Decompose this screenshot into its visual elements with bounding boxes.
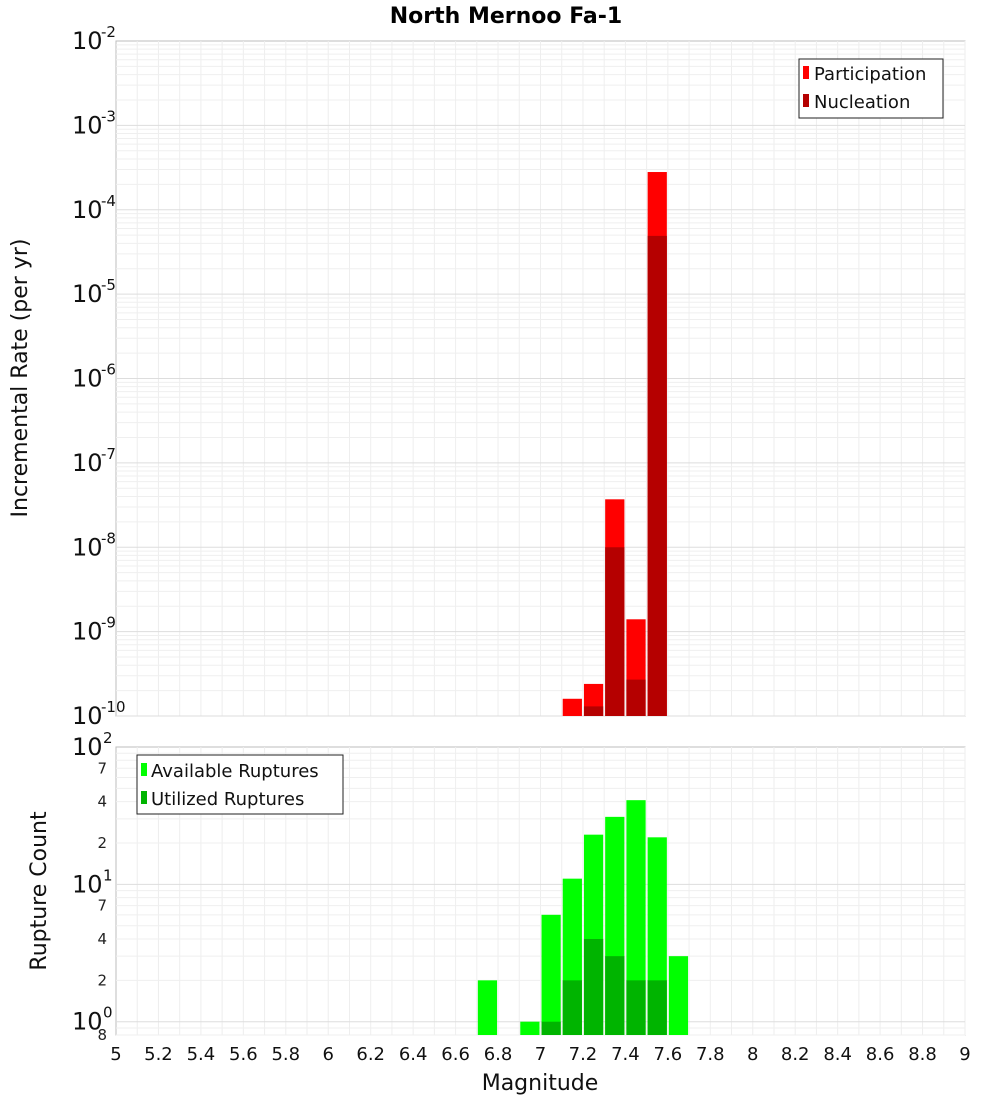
bottom-bar-utilized-ruptures [647, 980, 667, 1035]
x-tick-label: 8.8 [908, 1044, 937, 1065]
legend-label-available-ruptures: Available Ruptures [151, 761, 319, 782]
x-tick-label: 6.4 [399, 1044, 428, 1065]
top-y-tick-base: 10 [72, 365, 103, 393]
x-tick-label: 6.2 [356, 1044, 385, 1065]
top-gridlines [116, 41, 966, 717]
bottom-bar-utilized-ruptures [562, 980, 582, 1035]
x-tick-label: 8.2 [781, 1044, 810, 1065]
top-y-tick-exponent: -8 [101, 529, 116, 547]
top-y-tick-base: 10 [72, 618, 103, 646]
bottom-bar-available-ruptures [477, 980, 498, 1035]
top-y-tick-exponent: -4 [101, 192, 116, 210]
bottom-bar-available-ruptures [668, 956, 689, 1035]
top-y-tick-exponent: -2 [101, 23, 116, 41]
top-y-tick-base: 10 [72, 111, 103, 139]
bottom-bar-available-ruptures [626, 800, 646, 1035]
top-y-tick-exponent: -6 [101, 361, 116, 379]
bottom-y-minor-tick-label: 2 [97, 834, 107, 852]
x-tick-label: 5.2 [144, 1044, 173, 1065]
legend-swatch-participation [803, 66, 809, 79]
bottom-bars [477, 800, 689, 1035]
top-bar-participation [562, 698, 582, 716]
top-y-tick-base: 10 [72, 27, 103, 55]
bottom-bar-utilized-ruptures [583, 939, 604, 1035]
x-tick-label: 7.2 [569, 1044, 598, 1065]
bottom-bar-utilized-ruptures [605, 956, 625, 1035]
top-bar-nucleation [626, 679, 646, 716]
bottom-bar-utilized-ruptures [541, 1021, 561, 1035]
bottom-legend: Available Ruptures Utilized Ruptures [136, 754, 344, 815]
top-y-axis-label: Incremental Rate (per yr) [8, 239, 33, 518]
bottom-y-minor-tick-label: 4 [97, 793, 107, 811]
x-tick-label: 7.4 [611, 1044, 640, 1065]
legend-label-nucleation: Nucleation [814, 92, 910, 113]
top-bar-nucleation [583, 706, 604, 716]
top-y-tick-exponent: -9 [101, 614, 116, 632]
x-tick-label: 8.6 [866, 1044, 895, 1065]
x-tick-label: 6 [323, 1044, 334, 1065]
x-tick-label: 5.4 [187, 1044, 216, 1065]
top-bars [562, 172, 667, 716]
x-tick-label: 9 [959, 1044, 970, 1065]
bottom-y-minor-tick-label: 7 [97, 897, 107, 915]
x-tick-label: 6.8 [484, 1044, 513, 1065]
bottom-y-tick-exponent: 2 [103, 729, 113, 747]
top-y-tick-base: 10 [72, 702, 103, 730]
x-tick-label: 8.4 [823, 1044, 852, 1065]
top-y-tick-base: 10 [72, 533, 103, 561]
top-y-tick-exponent: -10 [101, 698, 126, 716]
legend-swatch-nucleation [803, 94, 809, 107]
top-y-tick-exponent: -3 [101, 107, 116, 125]
bottom-bar-available-ruptures [520, 1021, 540, 1035]
top-y-tick-base: 10 [72, 280, 103, 308]
x-tick-label: 5.8 [271, 1044, 300, 1065]
x-tick-label: 6.6 [441, 1044, 470, 1065]
legend-label-utilized-ruptures: Utilized Ruptures [151, 789, 304, 810]
top-legend: Participation Nucleation [798, 58, 944, 119]
bottom-y-tick-exponent: 1 [103, 866, 113, 884]
top-y-tick-exponent: -7 [101, 445, 116, 463]
top-bar-nucleation [605, 547, 625, 716]
x-tick-label: 5.6 [229, 1044, 258, 1065]
bottom-bar-utilized-ruptures [626, 980, 646, 1035]
bottom-y-tick-base: 10 [72, 1008, 103, 1036]
bottom-y-minor-tick-label: 7 [97, 759, 107, 777]
x-tick-label: 7.8 [696, 1044, 725, 1065]
x-axis-label: Magnitude [482, 1071, 599, 1096]
top-y-tick-exponent: -5 [101, 276, 116, 294]
bottom-legend-box [136, 754, 344, 815]
chart-title: North Mernoo Fa-1 [390, 4, 622, 29]
bottom-bar-available-ruptures [541, 914, 561, 1035]
x-tick-label: 8 [747, 1044, 758, 1065]
bottom-y-minor-tick-label: 4 [97, 930, 107, 948]
legend-swatch-utilized-ruptures [141, 791, 147, 804]
bottom-y-tick-exponent: 0 [103, 1004, 113, 1022]
bottom-y-tick-base: 10 [72, 870, 103, 898]
x-tick-label: 7 [535, 1044, 546, 1065]
x-tick-label: 7.6 [654, 1044, 683, 1065]
bottom-y-minor-tick-label: 8 [97, 1026, 107, 1044]
legend-label-participation: Participation [814, 64, 926, 85]
bottom-y-axis-label: Rupture Count [27, 811, 52, 971]
top-y-tick-base: 10 [72, 196, 103, 224]
legend-swatch-available-ruptures [141, 763, 147, 776]
top-legend-box [798, 58, 944, 119]
top-bar-nucleation [647, 235, 667, 716]
x-ticks: 5 5.2 5.4 5.6 5.8 6 6.2 6.4 6.6 6.8 7 7.2 7.4 7.6 7.8 8… [110, 1044, 970, 1065]
x-tick-label: 5 [110, 1044, 121, 1065]
bottom-y-minor-tick-label: 2 [97, 971, 107, 989]
bottom-y-tick-base: 10 [72, 733, 103, 761]
top-y-tick-base: 10 [72, 449, 103, 477]
